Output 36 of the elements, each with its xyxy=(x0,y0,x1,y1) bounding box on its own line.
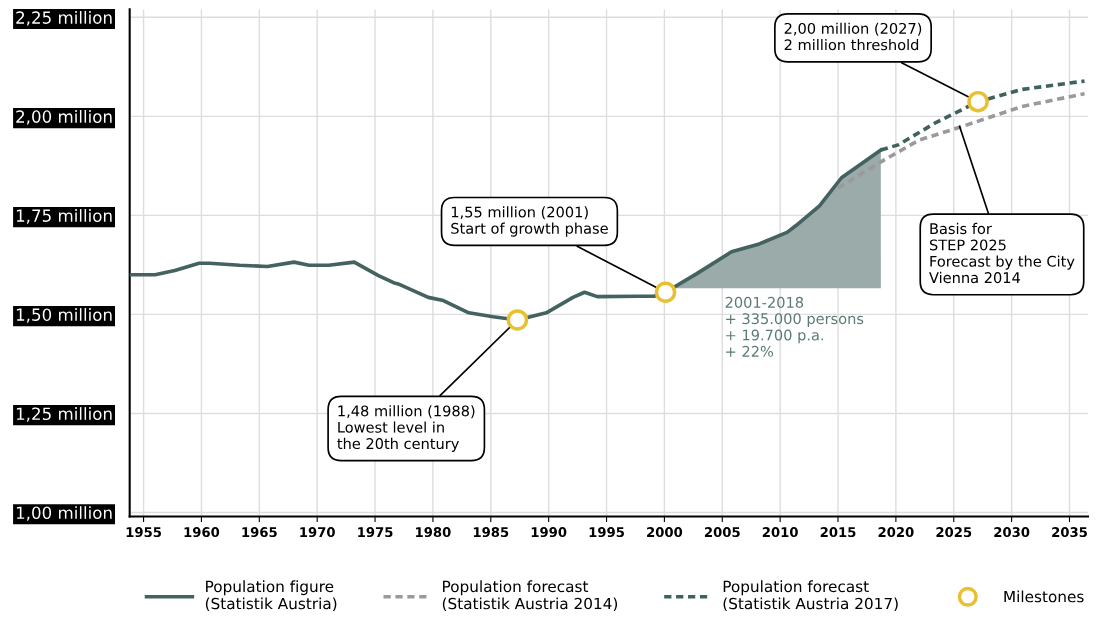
legend-label: Milestones xyxy=(1004,590,1084,603)
x-tick-label: 1980 xyxy=(416,527,451,538)
x-tick-label: 2015 xyxy=(820,527,856,538)
point xyxy=(654,281,677,304)
line-series xyxy=(836,91,1087,190)
x-tick-label: 2020 xyxy=(878,527,914,538)
annotation: 1,48 million (1988) Lowest level in the 20th century xyxy=(337,405,475,452)
annotation: Basis for STEP 2025 Forecast by the City Vienna 2014 xyxy=(929,222,1075,284)
x-tick-label: 1955 xyxy=(126,527,162,538)
point xyxy=(506,309,529,331)
x-tick-label: 2000 xyxy=(647,527,683,538)
x-tick-label: 2005 xyxy=(704,527,740,538)
y-tick-label: 1,75 million xyxy=(16,209,112,224)
y-tick-label: 1,25 million xyxy=(16,407,112,422)
x-tick-label: 1960 xyxy=(184,527,220,538)
y-tick-label: 2,00 million xyxy=(16,110,112,125)
legend-label: Population figure (Statistik Austria) xyxy=(205,580,337,612)
x-tick-label: 2025 xyxy=(936,527,972,538)
x-tick-label: 1990 xyxy=(531,527,567,538)
y-tick-label: 1,50 million xyxy=(16,308,112,323)
x-tick-label: 1970 xyxy=(300,527,335,538)
x-tick-label: 1985 xyxy=(473,527,509,538)
x-tick-label: 2010 xyxy=(762,527,798,538)
point xyxy=(967,90,989,113)
x-tick-label: 2030 xyxy=(994,527,1030,538)
x-tick-label: 2035 xyxy=(1052,527,1087,538)
x-tick-label: 1965 xyxy=(242,527,277,538)
x-tick-label: 1975 xyxy=(358,527,393,538)
legend-label: Population forecast (Statistik Austria 2014) xyxy=(442,580,618,612)
legend-label: Population forecast (Statistik Austria 2017) xyxy=(723,580,898,612)
y-tick-label: 1,00 million xyxy=(16,506,112,521)
annotation: 1,55 million (2001) Start of growth phase xyxy=(451,206,608,237)
x-tick-label: 1995 xyxy=(589,527,624,538)
y-tick-label: 2,25 million xyxy=(16,10,112,26)
annotation: 2,00 million (2027) 2 million threshold xyxy=(784,22,922,51)
annotation: 2001-2018 + 335.000 persons + 19.700 p.a. + 22% xyxy=(725,296,864,357)
